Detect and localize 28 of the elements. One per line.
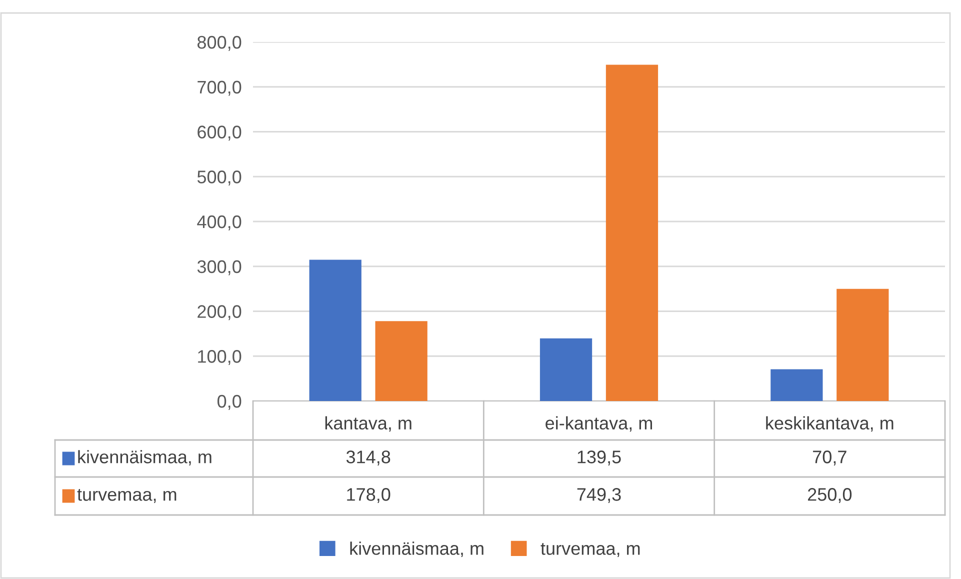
bar bbox=[309, 260, 362, 401]
y-tick-label: 400,0 bbox=[197, 215, 242, 230]
y-tick-label: 300,0 bbox=[197, 260, 242, 276]
bar bbox=[540, 338, 592, 401]
y-tick-label: 800,0 bbox=[197, 36, 242, 51]
data-label: 749,3 bbox=[577, 488, 621, 503]
data-label: 139,5 bbox=[578, 450, 621, 466]
text: kivennäismaa, m bbox=[350, 542, 484, 558]
data-label: 250,0 bbox=[808, 488, 852, 503]
data-label: 314,8 bbox=[346, 450, 390, 466]
data-label: 70,7 bbox=[813, 450, 846, 466]
y-tick-label: 600,0 bbox=[198, 126, 242, 141]
bar bbox=[770, 369, 823, 401]
bar bbox=[606, 64, 658, 401]
y-tick-label: 500,0 bbox=[197, 170, 242, 186]
data-label: 178,0 bbox=[347, 488, 390, 503]
y-tick-label: 0,0 bbox=[217, 394, 242, 410]
y-tick-label: 200,0 bbox=[198, 305, 242, 320]
legend-label: kivennäismaa, m bbox=[78, 450, 212, 466]
x-tick-label: kantava, m bbox=[325, 416, 412, 432]
y-tick-label: 100,0 bbox=[198, 350, 242, 365]
legend-label: turvemaa, m bbox=[540, 543, 640, 558]
y-tick-label: 700,0 bbox=[198, 80, 242, 96]
bar bbox=[375, 321, 428, 401]
x-tick-label: ei-kantava, m bbox=[546, 416, 652, 432]
x-tick-label: keskikantava, m bbox=[766, 416, 894, 432]
text: turvemaa, m bbox=[77, 488, 176, 503]
bar bbox=[836, 288, 889, 401]
